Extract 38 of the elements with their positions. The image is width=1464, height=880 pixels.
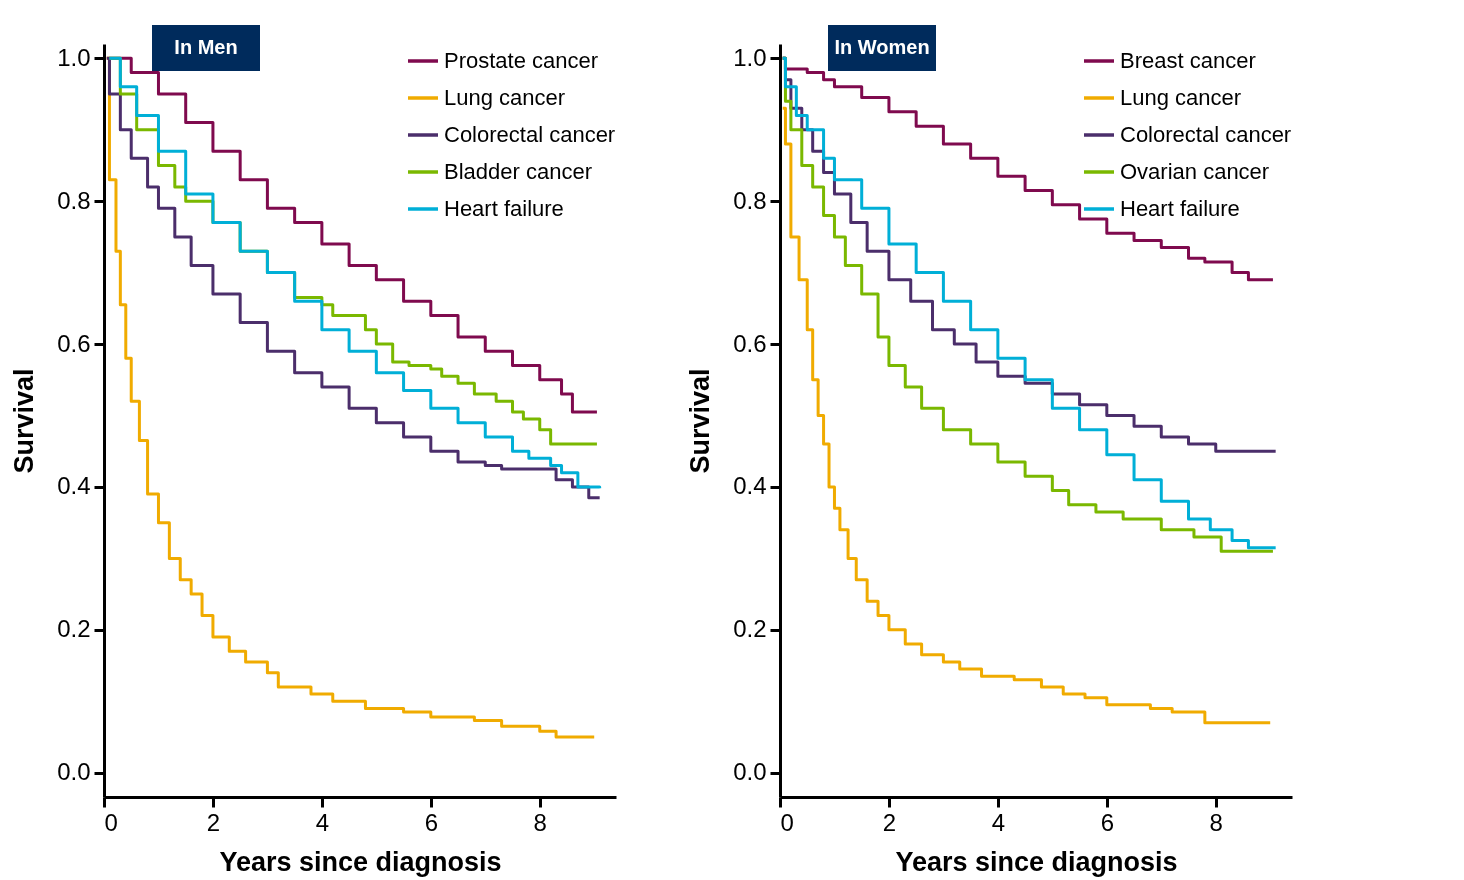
legend-label: Bladder cancer	[444, 159, 592, 184]
legend-label: Lung cancer	[1120, 85, 1242, 110]
y-tick-label: 0.6	[733, 329, 767, 357]
legend-label: Prostate cancer	[444, 48, 599, 73]
legend-label: Colorectal cancer	[1120, 122, 1292, 147]
legend-label: Heart failure	[1120, 196, 1240, 221]
x-tick-label: 6	[424, 808, 438, 836]
y-tick-label: 0.0	[733, 758, 767, 786]
x-tick-label: 2	[882, 808, 897, 836]
y-tick-label: 0.6	[57, 329, 91, 357]
legend-label: Breast cancer	[1120, 48, 1256, 73]
x-tick-label: 0	[780, 808, 794, 836]
y-tick-label: 0.2	[733, 615, 767, 643]
legend-label: Heart failure	[444, 196, 564, 221]
x-tick-label: 4	[991, 808, 1006, 836]
legend-label: Ovarian cancer	[1120, 159, 1270, 184]
x-tick-label: 6	[1100, 808, 1114, 836]
x-tick-label: 4	[315, 808, 330, 836]
chart-title: In Men	[174, 36, 238, 58]
x-tick-label: 8	[1209, 808, 1223, 836]
y-axis-title: Survival	[685, 368, 716, 474]
x-tick-label: 0	[104, 808, 118, 836]
x-axis-title: Years since diagnosis	[219, 846, 502, 877]
y-axis-title: Survival	[9, 368, 40, 474]
chart-title: In Women	[834, 36, 930, 58]
x-tick-label: 2	[206, 808, 221, 836]
legend-label: Colorectal cancer	[444, 122, 616, 147]
x-axis-title: Years since diagnosis	[895, 846, 1178, 877]
y-tick-label: 0.8	[733, 186, 767, 214]
x-tick-label: 8	[533, 808, 547, 836]
y-tick-label: 0.8	[57, 186, 91, 214]
y-tick-label: 0.4	[733, 472, 767, 500]
y-tick-label: 1.0	[733, 43, 767, 71]
y-tick-label: 0.2	[57, 615, 91, 643]
y-tick-label: 1.0	[57, 43, 91, 71]
y-tick-label: 0.4	[57, 472, 91, 500]
legend-label: Lung cancer	[444, 85, 566, 110]
y-tick-label: 0.0	[57, 758, 91, 786]
